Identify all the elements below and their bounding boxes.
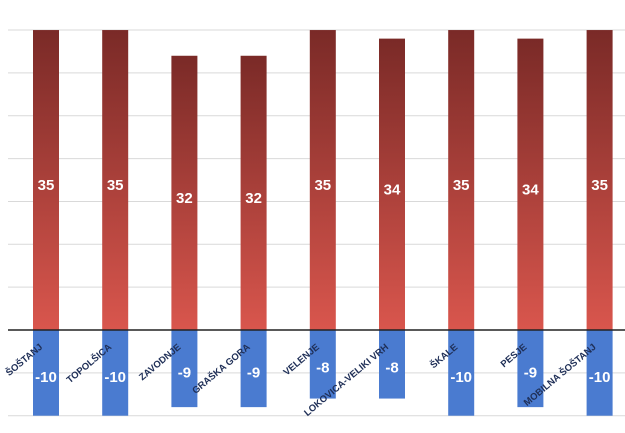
category-labels: ŠOŠTANJ TOPOLŠICA ZAVODNJE GRAŠKA GORA VELEN…	[3, 341, 598, 419]
max-value-label: 35	[453, 177, 470, 194]
data-labels: 35 -10 35 -10 32 -9 32 -9 35 -8 34 -8 35 -10 34 -9 35 -10	[35, 177, 610, 386]
max-bar	[102, 30, 129, 331]
min-bar	[102, 330, 129, 416]
min-value-label: -10	[104, 369, 126, 386]
bars	[33, 30, 613, 416]
min-bar	[517, 330, 544, 408]
max-value-label: 34	[384, 181, 401, 198]
max-bar	[379, 38, 405, 331]
max-bar	[448, 30, 475, 331]
max-bar	[171, 55, 198, 330]
max-value-label: 35	[314, 177, 331, 194]
max-value-label: 32	[245, 190, 262, 207]
min-bar	[586, 330, 613, 416]
min-bar	[240, 330, 267, 408]
min-value-label: -9	[247, 364, 260, 381]
min-value-label: -10	[35, 369, 57, 386]
min-value-label: -9	[178, 364, 191, 381]
max-value-label: 34	[522, 181, 539, 198]
max-value-label: 32	[176, 190, 193, 207]
min-value-label: -8	[385, 360, 398, 377]
min-value-label: -8	[316, 360, 329, 377]
min-value-label: -9	[524, 364, 537, 381]
max-value-label: 35	[107, 177, 124, 194]
max-bar	[33, 30, 59, 331]
min-value-label: -10	[450, 369, 472, 386]
min-bar	[171, 330, 198, 408]
min-bar	[448, 330, 475, 416]
max-value-label: 35	[38, 177, 55, 194]
max-bar	[240, 55, 267, 330]
min-bar	[33, 330, 59, 416]
min-bar	[379, 330, 405, 399]
min-bar	[309, 330, 336, 399]
max-bar	[309, 30, 336, 331]
min-value-label: -10	[589, 369, 611, 386]
max-bar	[517, 38, 544, 331]
max-bar	[586, 30, 613, 331]
max-value-label: 35	[591, 177, 608, 194]
